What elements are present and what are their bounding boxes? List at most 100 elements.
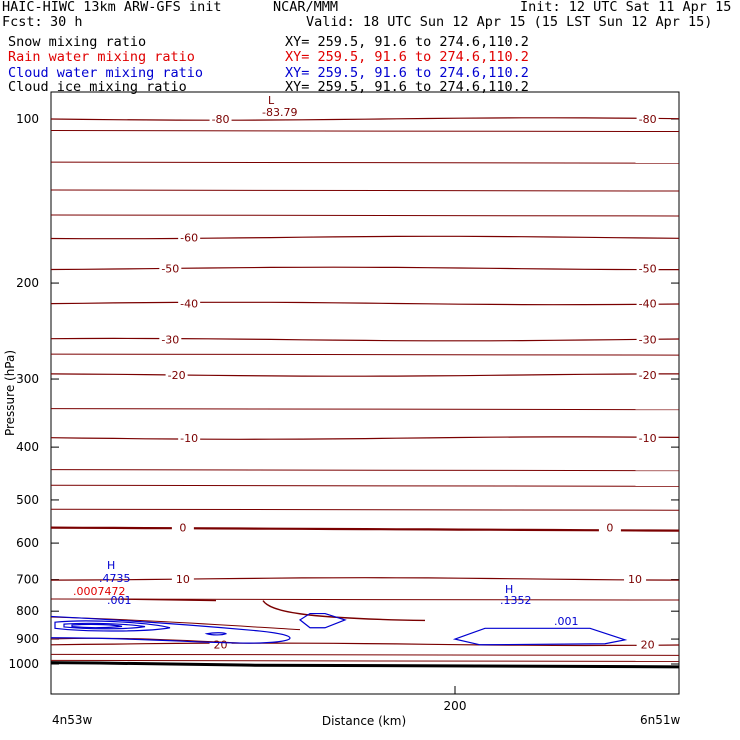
contour-line <box>50 653 680 656</box>
contour-line <box>50 484 680 487</box>
field-cloudwater-name: Cloud water mixing ratio <box>8 65 204 81</box>
y-tick-label: 900 <box>16 632 39 646</box>
contour-line <box>50 161 680 164</box>
annotation-high: H <box>107 559 115 572</box>
cloud-contour <box>452 627 628 646</box>
isotherm-label: 10 <box>176 573 190 586</box>
header-title: HAIC-HIWC 13km ARW-GFS init <box>2 0 222 15</box>
y-tick-label: 100 <box>16 112 39 126</box>
isotherm-10 <box>50 577 680 581</box>
field-cloudwater-xy: XY= 259.5, 91.6 to 274.6,110.2 <box>285 65 529 81</box>
isotherm-label: -30 <box>639 334 657 347</box>
header-org: NCAR/MMM <box>273 0 339 15</box>
isotherm-label: -50 <box>161 262 179 275</box>
x-axis-label: Distance (km) <box>322 714 406 728</box>
plot-frame <box>50 91 680 695</box>
isotherm-label: -10 <box>180 432 198 445</box>
contour-line <box>50 508 680 511</box>
isotherm-label: -40 <box>639 297 657 310</box>
field-snow-xy: XY= 259.5, 91.6 to 274.6,110.2 <box>285 34 529 50</box>
isotherm--10 <box>50 436 680 440</box>
field-snow-name: Snow mixing ratio <box>8 34 147 50</box>
y-tick-label: 300 <box>16 372 39 386</box>
cloud-contour <box>63 622 146 630</box>
extra-contours <box>50 130 680 669</box>
annotation-max_value: .1352 <box>500 594 532 607</box>
contour-line <box>50 353 680 356</box>
isotherm-label: -40 <box>180 297 198 310</box>
isotherm-label: 10 <box>628 573 642 586</box>
contour-line <box>50 469 680 472</box>
y-tick-label: 500 <box>16 493 39 507</box>
isotherm-20 <box>50 642 680 647</box>
field-rain-name: Rain water mixing ratio <box>8 49 195 65</box>
y-tick-label: 200 <box>16 276 39 290</box>
isotherm--40 <box>50 301 680 306</box>
isotherm-label-bg <box>178 230 201 243</box>
isotherm-label-bg <box>636 431 659 444</box>
isotherm--60 <box>50 235 680 240</box>
isotherm--30 <box>50 337 680 342</box>
isotherm--50 <box>50 266 679 271</box>
y-tick-label: 700 <box>16 573 39 587</box>
cloud-contour <box>54 620 171 632</box>
isotherm-label-bg <box>209 637 232 650</box>
isotherm-label: -30 <box>161 334 179 347</box>
x-tick-label: 200 <box>444 699 467 713</box>
isotherm-label-bg <box>636 332 659 345</box>
annotation-max_value: .0007472 <box>73 585 126 598</box>
header-init: Init: 12 UTC Sat 11 Apr 15 <box>520 0 732 15</box>
annotation-min_value: -83.79 <box>262 106 297 119</box>
header-fcst-value: 30 h <box>50 14 83 30</box>
isotherm-label: -20 <box>639 369 657 382</box>
isotherm--20 <box>50 373 679 377</box>
x-start-label: 4n53w <box>52 713 93 727</box>
isotherm-label-bg <box>209 112 232 124</box>
isotherm-label-bg <box>171 571 194 584</box>
x-tick-200: 200 <box>444 686 467 713</box>
x-end-label: 6n51w <box>640 713 681 727</box>
temperature-contours: -80 -80 -60 -50 -50 -40 -40 -30 -30 -20 -20 -10 -10 0… <box>50 112 680 651</box>
contour-line <box>262 600 426 622</box>
isotherm-label: -60 <box>180 232 198 245</box>
contour-line <box>50 214 680 217</box>
y-tick-label: 600 <box>16 536 39 550</box>
cloud-water-contours <box>50 612 628 646</box>
isotherm-label-bg <box>165 368 188 381</box>
isotherm-0 <box>50 526 680 532</box>
field-cloudice-xy: XY= 259.5, 91.6 to 274.6,110.2 <box>285 79 529 95</box>
isotherm-label-bg <box>636 296 659 309</box>
isotherm-label: 0 <box>179 522 186 535</box>
isotherm-label-bg <box>636 261 659 274</box>
annotation-max_value: .4735 <box>99 572 131 585</box>
isotherm-label-bg <box>159 261 182 274</box>
isotherm-label-bg <box>171 520 194 533</box>
y-tick-label: 400 <box>16 440 39 454</box>
isotherm-label-bg <box>159 332 182 345</box>
annotation-low: L <box>268 94 275 107</box>
isotherm-label: -20 <box>168 369 186 382</box>
isotherm-label: 20 <box>214 638 228 651</box>
isotherm-label-bg <box>636 112 659 124</box>
cloud-contour <box>50 615 291 644</box>
isotherm-label-bg <box>598 520 621 533</box>
y-tick-label: 800 <box>16 604 39 618</box>
annotation-contour_label: .001 <box>554 615 579 628</box>
isotherm-label-bg <box>636 368 659 381</box>
isotherm-label: 0 <box>606 522 613 535</box>
contour-line <box>50 659 680 662</box>
cloud-contour <box>71 623 123 629</box>
header-valid: Valid: 18 UTC Sun 12 Apr 15 (15 LST Sun … <box>306 14 713 30</box>
isotherm-label: -50 <box>639 262 657 275</box>
isotherm-label: -80 <box>639 113 657 126</box>
y-tick-label: 1000 <box>8 657 39 671</box>
contour-line <box>50 130 680 133</box>
terrain-line <box>50 661 680 669</box>
isotherm-label: 20 <box>641 638 655 651</box>
isotherm-label-bg <box>178 431 201 444</box>
isotherm-label-bg <box>636 637 659 650</box>
isotherm--80 <box>50 117 680 121</box>
